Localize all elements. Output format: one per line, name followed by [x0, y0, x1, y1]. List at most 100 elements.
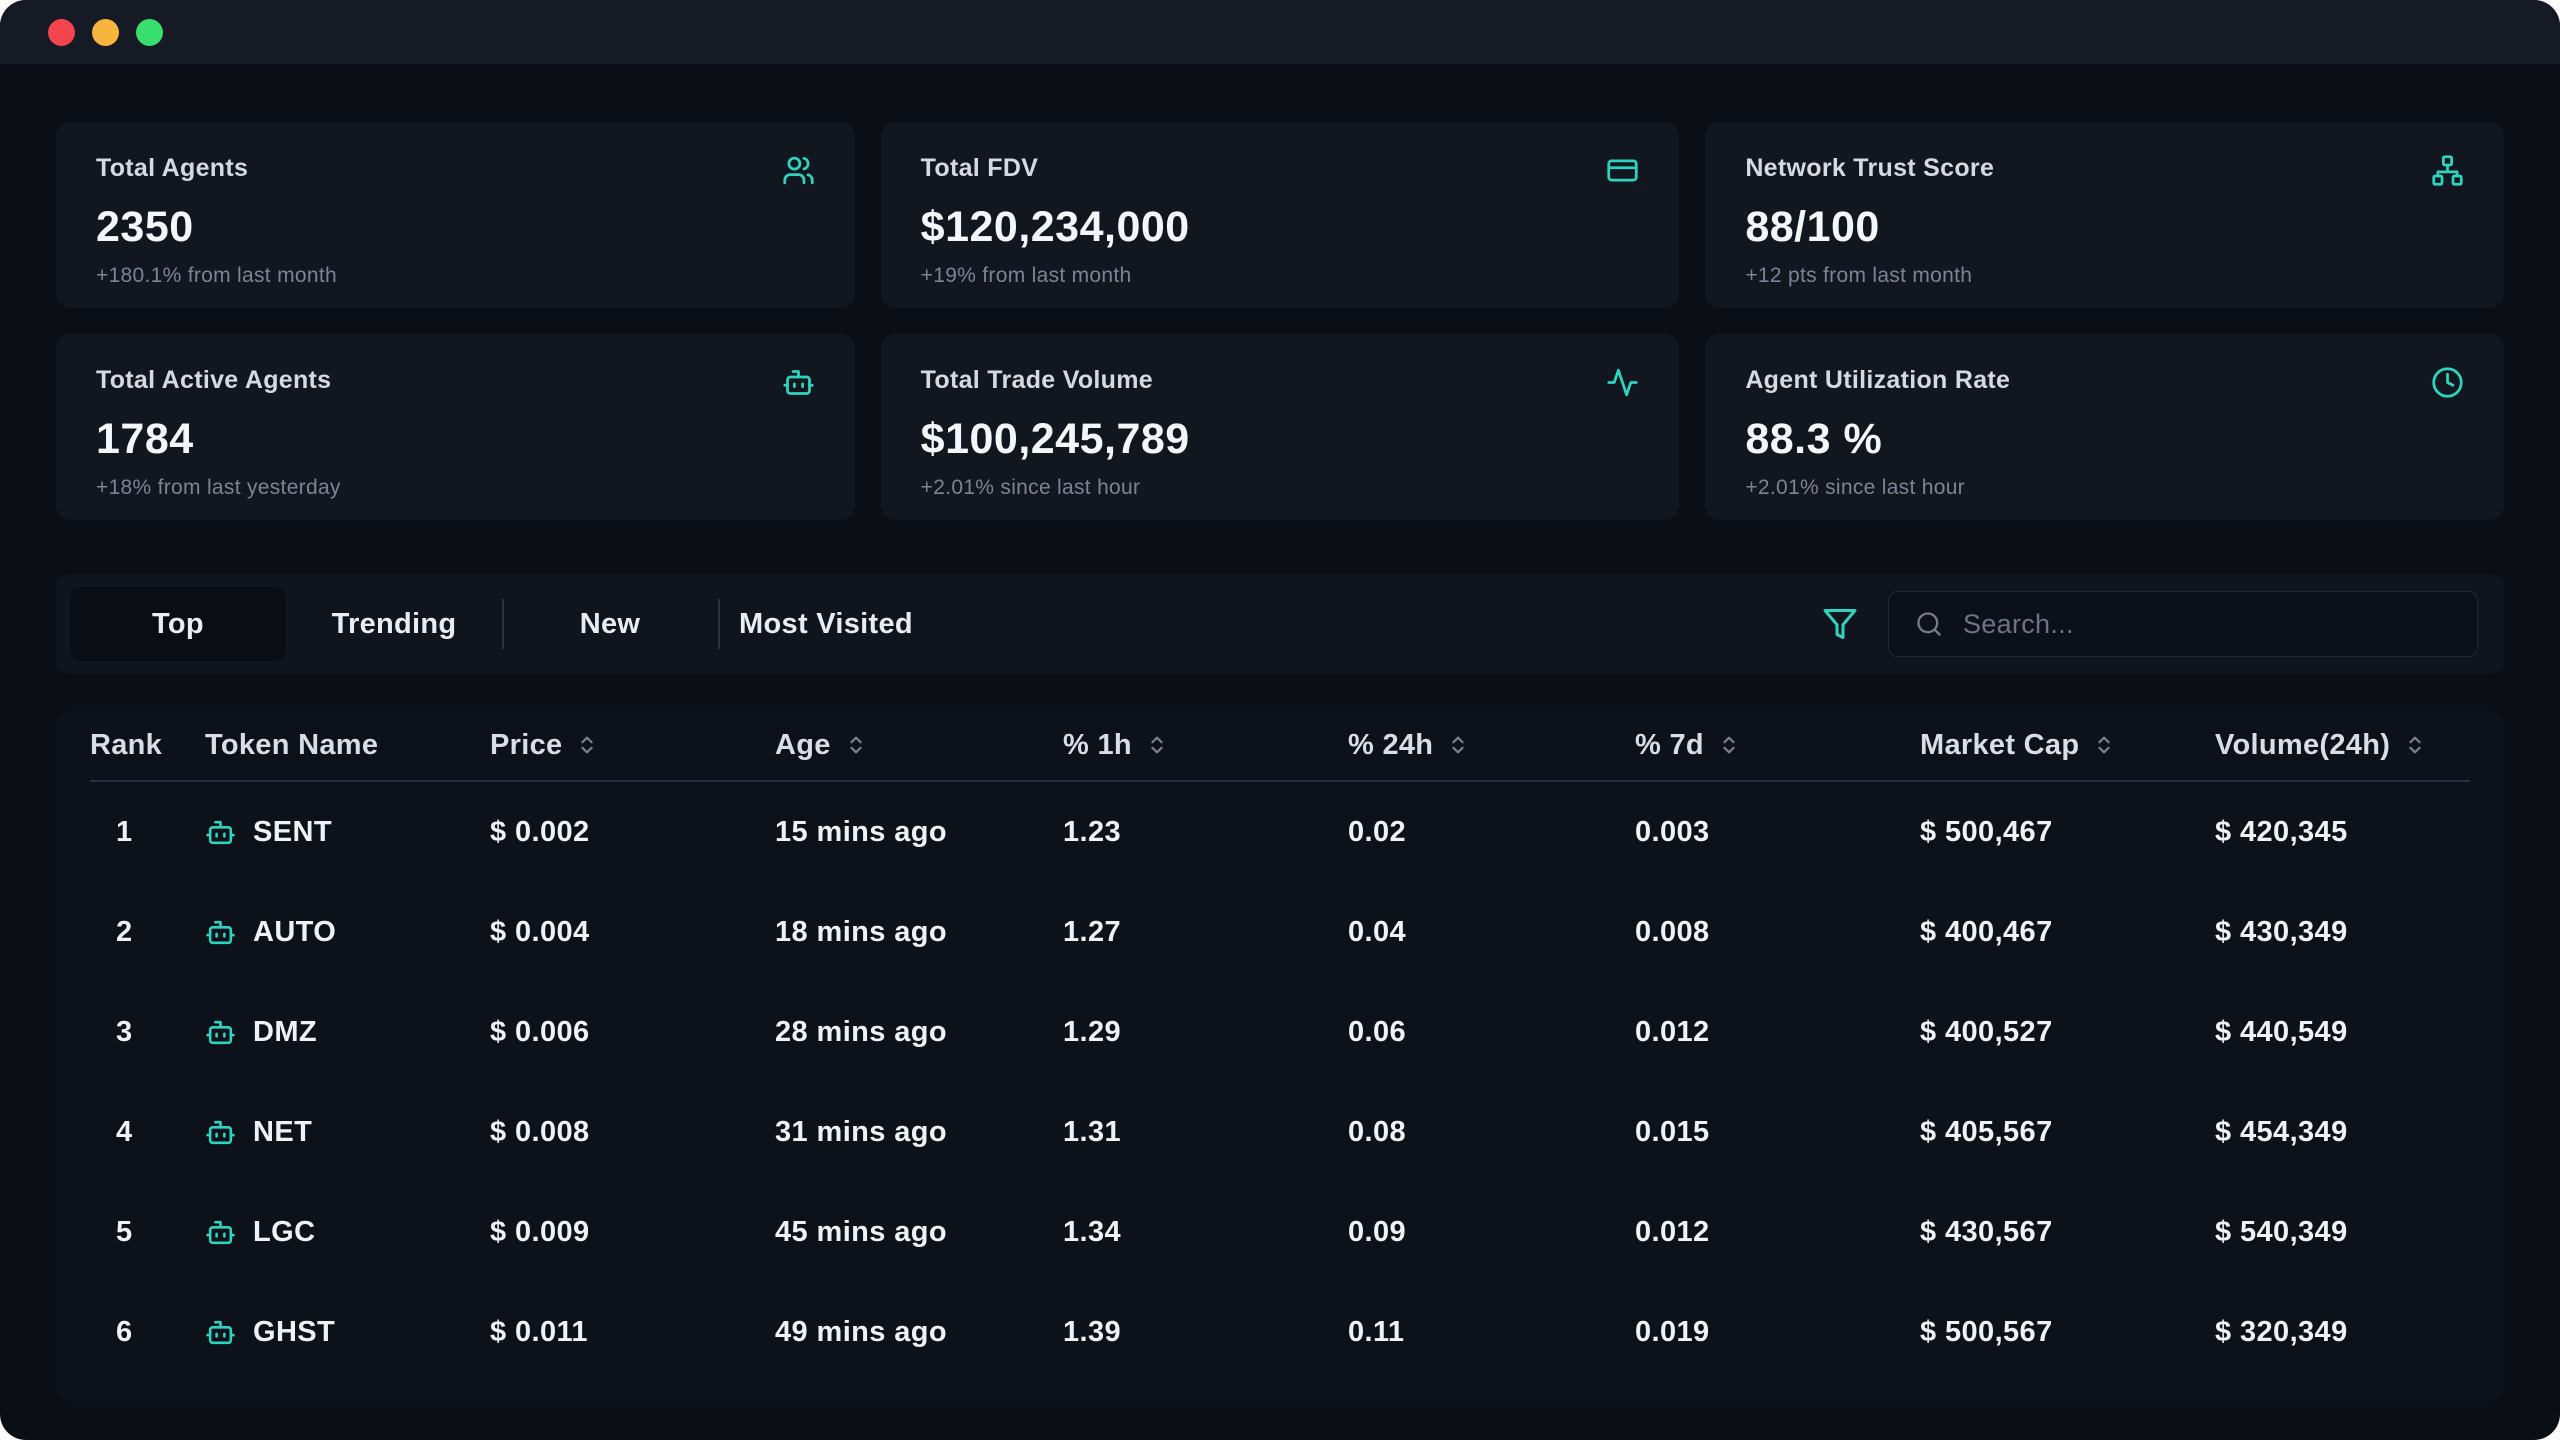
change-1h-cell: 1.23 [1063, 815, 1122, 848]
column-header-volume-24h[interactable]: Volume(24h) [2215, 729, 2470, 762]
price-cell: $ 0.011 [490, 1315, 588, 1348]
stat-caption: +180.1% from last month [96, 264, 337, 287]
table-row[interactable]: 5 LGC $ 0.009 45 mins ago 1.34 0.09 0.01… [90, 1182, 2470, 1282]
token-cell[interactable]: AUTO [205, 916, 490, 949]
token-symbol: LGC [253, 1215, 316, 1248]
stat-value: 2350 [96, 203, 194, 251]
stat-label: Total Agents [96, 154, 249, 182]
age-cell: 15 mins ago [775, 815, 948, 848]
token-table: Rank Token Name Price Age % 1h % 24h % 7… [56, 710, 2504, 1402]
column-header-rank: Rank [90, 729, 205, 762]
maximize-window-button[interactable] [136, 18, 163, 46]
rank-cell: 2 [116, 915, 133, 948]
sort-icon[interactable] [576, 734, 598, 756]
price-cell: $ 0.009 [490, 1215, 590, 1248]
price-cell: $ 0.006 [490, 1015, 590, 1048]
tab-most-visited[interactable]: Most Visited [718, 587, 934, 661]
stat-value: $100,245,789 [920, 415, 1190, 463]
stat-card-network-trust-score: Network Trust Score 88/100 +12 pts from … [1705, 122, 2504, 308]
price-cell: $ 0.008 [490, 1115, 590, 1148]
volume-24h-cell: $ 430,349 [2215, 915, 2348, 948]
tab-top[interactable]: Top [70, 587, 286, 661]
stat-label: Network Trust Score [1745, 154, 1995, 182]
token-symbol: SENT [253, 815, 332, 848]
bot-icon [205, 1017, 236, 1048]
search-input[interactable] [1961, 607, 2451, 641]
stat-value: 88.3 % [1745, 415, 1883, 463]
stat-cards-grid: Total Agents 2350 +180.1% from last mont… [56, 122, 2504, 520]
market-cap-cell: $ 430,567 [1920, 1215, 2053, 1248]
age-cell: 28 mins ago [775, 1015, 948, 1048]
token-cell[interactable]: LGC [205, 1216, 490, 1249]
market-cap-cell: $ 405,567 [1920, 1115, 2053, 1148]
network-icon [2431, 154, 2464, 187]
close-window-button[interactable] [48, 18, 75, 46]
tab-trending[interactable]: Trending [331, 607, 457, 640]
table-toolbar: Top Trending New Most Visited [56, 574, 2504, 674]
clock-icon [2431, 366, 2464, 399]
stat-caption: +18% from last yesterday [96, 476, 341, 499]
change-24h-cell: 0.06 [1348, 1015, 1407, 1048]
stat-label: Agent Utilization Rate [1745, 366, 2011, 394]
change-1h-cell: 1.31 [1063, 1115, 1122, 1148]
stat-card-total-agents: Total Agents 2350 +180.1% from last mont… [56, 122, 855, 308]
table-row[interactable]: 3 DMZ $ 0.006 28 mins ago 1.29 0.06 0.01… [90, 982, 2470, 1082]
sort-icon[interactable] [2404, 734, 2426, 756]
volume-24h-cell: $ 440,549 [2215, 1015, 2348, 1048]
wallet-card-icon [1606, 154, 1639, 187]
stat-card-total-active-agents: Total Active Agents 1784 +18% from last … [56, 334, 855, 520]
token-cell[interactable]: SENT [205, 816, 490, 849]
sort-icon[interactable] [1146, 734, 1168, 756]
sort-icon[interactable] [845, 734, 867, 756]
table-row[interactable]: 6 GHST $ 0.011 49 mins ago 1.39 0.11 0.0… [90, 1282, 2470, 1382]
column-header-7d[interactable]: % 7d [1635, 729, 1920, 762]
change-1h-cell: 1.39 [1063, 1315, 1122, 1348]
token-cell[interactable]: DMZ [205, 1016, 490, 1049]
change-7d-cell: 0.008 [1635, 915, 1710, 948]
price-cell: $ 0.002 [490, 815, 590, 848]
column-header-market-cap[interactable]: Market Cap [1920, 729, 2215, 762]
rank-cell: 1 [116, 815, 133, 848]
column-header-price[interactable]: Price [490, 729, 775, 762]
stat-card-total-fdv: Total FDV $120,234,000 +19% from last mo… [880, 122, 1680, 308]
stat-caption: +12 pts from last month [1745, 264, 1973, 287]
table-body: 1 SENT $ 0.002 15 mins ago 1.23 0.02 0.0… [90, 782, 2470, 1382]
age-cell: 31 mins ago [775, 1115, 948, 1148]
market-cap-cell: $ 400,527 [1920, 1015, 2053, 1048]
bot-icon [782, 366, 815, 399]
search-box[interactable] [1888, 591, 2478, 657]
price-cell: $ 0.004 [490, 915, 590, 948]
table-row[interactable]: 1 SENT $ 0.002 15 mins ago 1.23 0.02 0.0… [90, 782, 2470, 882]
minimize-window-button[interactable] [92, 18, 119, 46]
change-24h-cell: 0.08 [1348, 1115, 1407, 1148]
stat-label: Total Active Agents [96, 366, 332, 394]
token-cell[interactable]: NET [205, 1116, 490, 1149]
volume-24h-cell: $ 540,349 [2215, 1215, 2348, 1248]
bot-icon [205, 817, 236, 848]
stat-card-total-trade-volume: Total Trade Volume $100,245,789 +2.01% s… [880, 334, 1680, 520]
tab-list: Top Trending New Most Visited [70, 587, 934, 661]
bot-icon [205, 1117, 236, 1148]
volume-24h-cell: $ 320,349 [2215, 1315, 2348, 1348]
column-label: Price [490, 728, 563, 761]
activity-icon [1606, 366, 1639, 399]
column-header-1h[interactable]: % 1h [1063, 729, 1348, 762]
rank-cell: 4 [116, 1115, 133, 1148]
rank-cell: 3 [116, 1015, 133, 1048]
filter-icon[interactable] [1822, 606, 1858, 642]
tab-new[interactable]: New [502, 587, 718, 661]
users-icon [782, 154, 815, 187]
sort-icon[interactable] [2093, 734, 2115, 756]
column-header-24h[interactable]: % 24h [1348, 729, 1635, 762]
column-label: Token Name [205, 728, 379, 761]
table-row[interactable]: 2 AUTO $ 0.004 18 mins ago 1.27 0.04 0.0… [90, 882, 2470, 982]
toolbar-right [1822, 591, 2490, 657]
stat-value: 1784 [96, 415, 194, 463]
table-row[interactable]: 4 NET $ 0.008 31 mins ago 1.31 0.08 0.01… [90, 1082, 2470, 1182]
sort-icon[interactable] [1447, 734, 1469, 756]
token-cell[interactable]: GHST [205, 1316, 490, 1349]
sort-icon[interactable] [1718, 734, 1740, 756]
column-header-age[interactable]: Age [775, 729, 1063, 762]
token-symbol: DMZ [253, 1015, 318, 1048]
